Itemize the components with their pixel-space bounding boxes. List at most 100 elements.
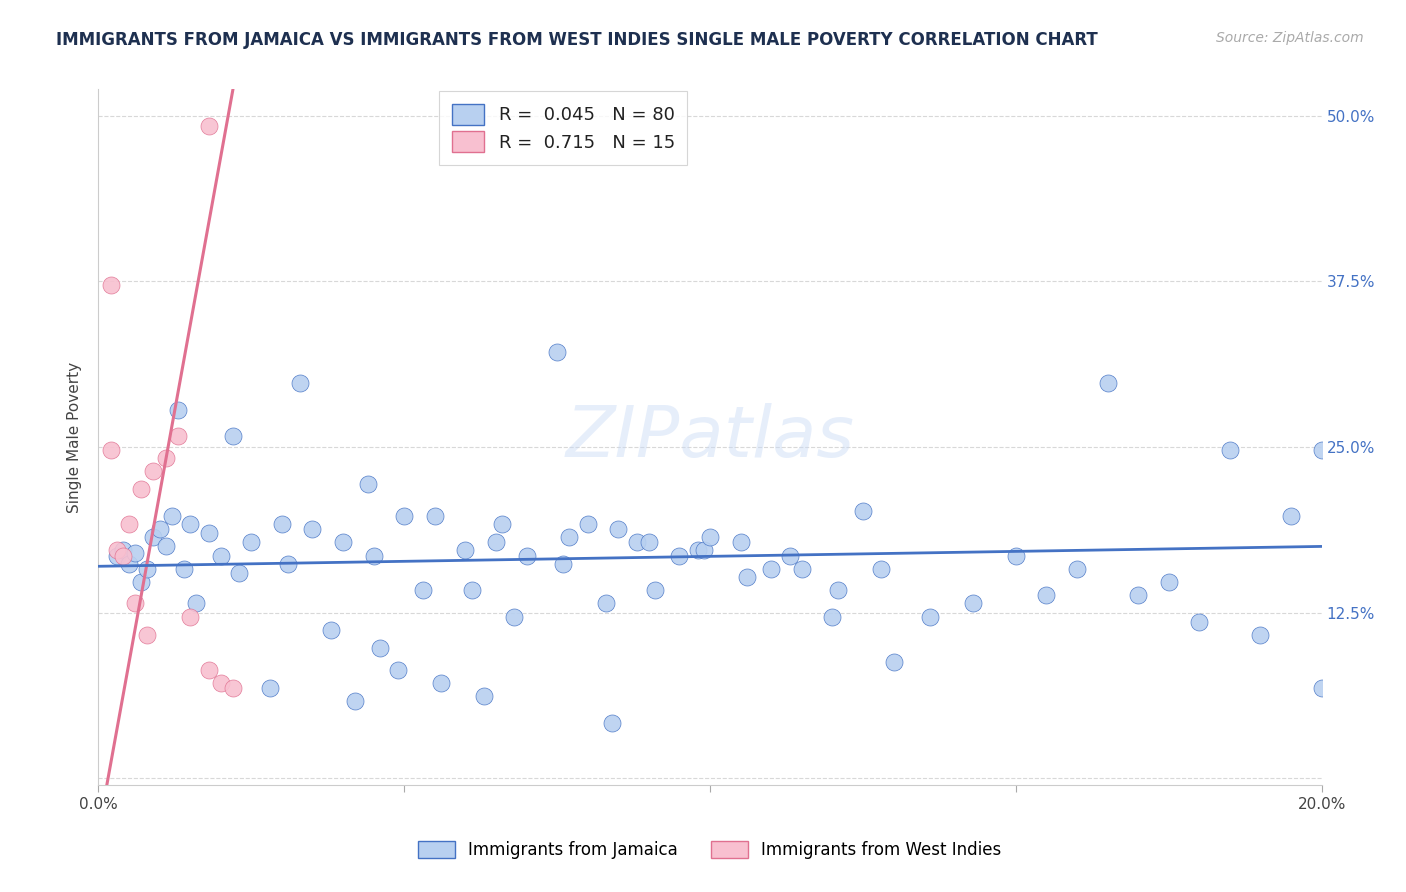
Point	[1188, 615, 1211, 629]
Point	[105, 543, 128, 558]
Point	[821, 609, 844, 624]
Point	[197, 120, 219, 134]
Legend: Immigrants from Jamaica, Immigrants from West Indies: Immigrants from Jamaica, Immigrants from…	[411, 832, 1010, 867]
Point	[259, 681, 281, 696]
Point	[870, 562, 893, 576]
Point	[129, 575, 152, 590]
Point	[735, 570, 758, 584]
Point	[129, 483, 152, 497]
Point	[1219, 442, 1241, 457]
Point	[319, 623, 342, 637]
Point	[155, 540, 177, 554]
Point	[558, 530, 581, 544]
Point	[179, 609, 201, 624]
Point	[356, 477, 378, 491]
Point	[1035, 589, 1057, 603]
Point	[546, 344, 568, 359]
Point	[430, 676, 453, 690]
Point	[1249, 628, 1271, 642]
Point	[607, 522, 630, 536]
Point	[197, 663, 219, 677]
Point	[668, 549, 690, 563]
Point	[553, 557, 575, 571]
Point	[392, 508, 416, 523]
Point	[686, 543, 709, 558]
Point	[485, 535, 508, 549]
Point	[1097, 376, 1119, 391]
Point	[155, 450, 177, 465]
Point	[111, 543, 134, 558]
Point	[240, 535, 263, 549]
Point	[105, 549, 128, 563]
Point	[1310, 681, 1333, 696]
Point	[883, 655, 905, 669]
Point	[472, 689, 495, 703]
Point	[142, 530, 165, 544]
Point	[576, 516, 599, 531]
Point	[270, 516, 292, 531]
Point	[167, 429, 190, 443]
Point	[290, 376, 312, 391]
Point	[920, 609, 942, 624]
Point	[149, 522, 172, 536]
Point	[387, 663, 409, 677]
Point	[197, 526, 219, 541]
Point	[626, 535, 648, 549]
Point	[503, 609, 526, 624]
Point	[759, 562, 782, 576]
Point	[277, 557, 299, 571]
Point	[209, 676, 232, 690]
Point	[779, 549, 801, 563]
Point	[160, 508, 183, 523]
Point	[222, 429, 245, 443]
Point	[179, 516, 201, 531]
Point	[332, 535, 354, 549]
Point	[173, 562, 195, 576]
Point	[412, 583, 434, 598]
Point	[790, 562, 813, 576]
Point	[644, 583, 666, 598]
Point	[1310, 442, 1333, 457]
Point	[516, 549, 538, 563]
Point	[699, 530, 721, 544]
Point	[454, 543, 477, 558]
Point	[167, 403, 190, 417]
Point	[368, 641, 391, 656]
Point	[118, 516, 141, 531]
Point	[962, 596, 984, 610]
Text: Source: ZipAtlas.com: Source: ZipAtlas.com	[1216, 31, 1364, 45]
Point	[363, 549, 385, 563]
Point	[730, 535, 752, 549]
Point	[1157, 575, 1180, 590]
Text: IMMIGRANTS FROM JAMAICA VS IMMIGRANTS FROM WEST INDIES SINGLE MALE POVERTY CORRE: IMMIGRANTS FROM JAMAICA VS IMMIGRANTS FR…	[56, 31, 1098, 49]
Point	[1128, 589, 1150, 603]
Point	[852, 503, 875, 517]
Point	[124, 596, 146, 610]
Point	[595, 596, 617, 610]
Point	[136, 562, 159, 576]
Y-axis label: Single Male Poverty: Single Male Poverty	[67, 361, 83, 513]
Point	[637, 535, 661, 549]
Point	[136, 628, 159, 642]
Point	[600, 715, 623, 730]
Point	[1004, 549, 1026, 563]
Point	[186, 596, 208, 610]
Point	[827, 583, 849, 598]
Point	[142, 464, 165, 478]
Point	[344, 694, 367, 708]
Point	[301, 522, 323, 536]
Point	[124, 546, 146, 560]
Point	[423, 508, 446, 523]
Point	[100, 278, 122, 293]
Point	[118, 557, 141, 571]
Point	[491, 516, 513, 531]
Point	[111, 549, 134, 563]
Point	[1279, 508, 1302, 523]
Text: ZIPatlas: ZIPatlas	[565, 402, 855, 472]
Point	[228, 566, 250, 580]
Point	[222, 681, 245, 696]
Point	[693, 543, 716, 558]
Point	[1066, 562, 1088, 576]
Point	[100, 442, 122, 457]
Point	[460, 583, 482, 598]
